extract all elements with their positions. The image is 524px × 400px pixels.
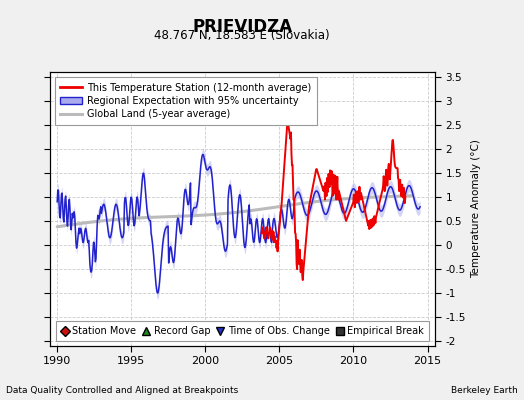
Legend: Station Move, Record Gap, Time of Obs. Change, Empirical Break: Station Move, Record Gap, Time of Obs. C… bbox=[56, 322, 429, 341]
Text: Berkeley Earth: Berkeley Earth bbox=[451, 386, 518, 395]
Text: PRIEVIDZA: PRIEVIDZA bbox=[192, 18, 292, 36]
Text: 48.767 N, 18.583 E (Slovakia): 48.767 N, 18.583 E (Slovakia) bbox=[154, 29, 330, 42]
Text: Data Quality Controlled and Aligned at Breakpoints: Data Quality Controlled and Aligned at B… bbox=[6, 386, 238, 395]
Y-axis label: Temperature Anomaly (°C): Temperature Anomaly (°C) bbox=[471, 140, 481, 278]
